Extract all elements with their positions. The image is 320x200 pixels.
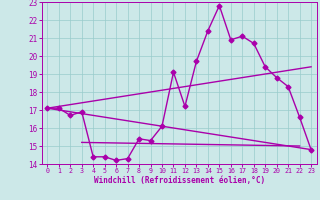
X-axis label: Windchill (Refroidissement éolien,°C): Windchill (Refroidissement éolien,°C) bbox=[94, 176, 265, 185]
